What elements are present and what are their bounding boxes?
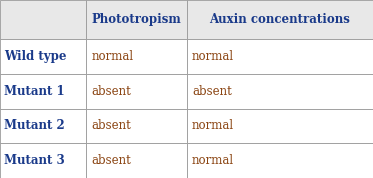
Bar [86, 109, 186, 143]
Bar [0, 0, 86, 39]
Text: absent: absent [91, 154, 131, 167]
Text: Phototropism: Phototropism [91, 13, 181, 26]
Bar [0, 143, 86, 178]
Text: absent: absent [91, 85, 131, 98]
Text: Mutant 2: Mutant 2 [4, 119, 65, 132]
Bar [86, 74, 186, 109]
Bar [186, 143, 373, 178]
Text: Mutant 3: Mutant 3 [4, 154, 65, 167]
Text: normal: normal [91, 50, 134, 63]
Text: absent: absent [192, 85, 232, 98]
Bar [86, 0, 186, 39]
Bar [0, 74, 86, 109]
Bar [186, 0, 373, 39]
Bar [0, 39, 86, 74]
Text: normal: normal [192, 119, 234, 132]
Text: Mutant 1: Mutant 1 [4, 85, 65, 98]
Bar [186, 39, 373, 74]
Bar [186, 109, 373, 143]
Bar [186, 74, 373, 109]
Bar [86, 143, 186, 178]
Text: normal: normal [192, 154, 234, 167]
Bar [0, 109, 86, 143]
Bar [86, 39, 186, 74]
Text: Auxin concentrations: Auxin concentrations [209, 13, 350, 26]
Text: absent: absent [91, 119, 131, 132]
Text: Wild type: Wild type [4, 50, 67, 63]
Text: normal: normal [192, 50, 234, 63]
